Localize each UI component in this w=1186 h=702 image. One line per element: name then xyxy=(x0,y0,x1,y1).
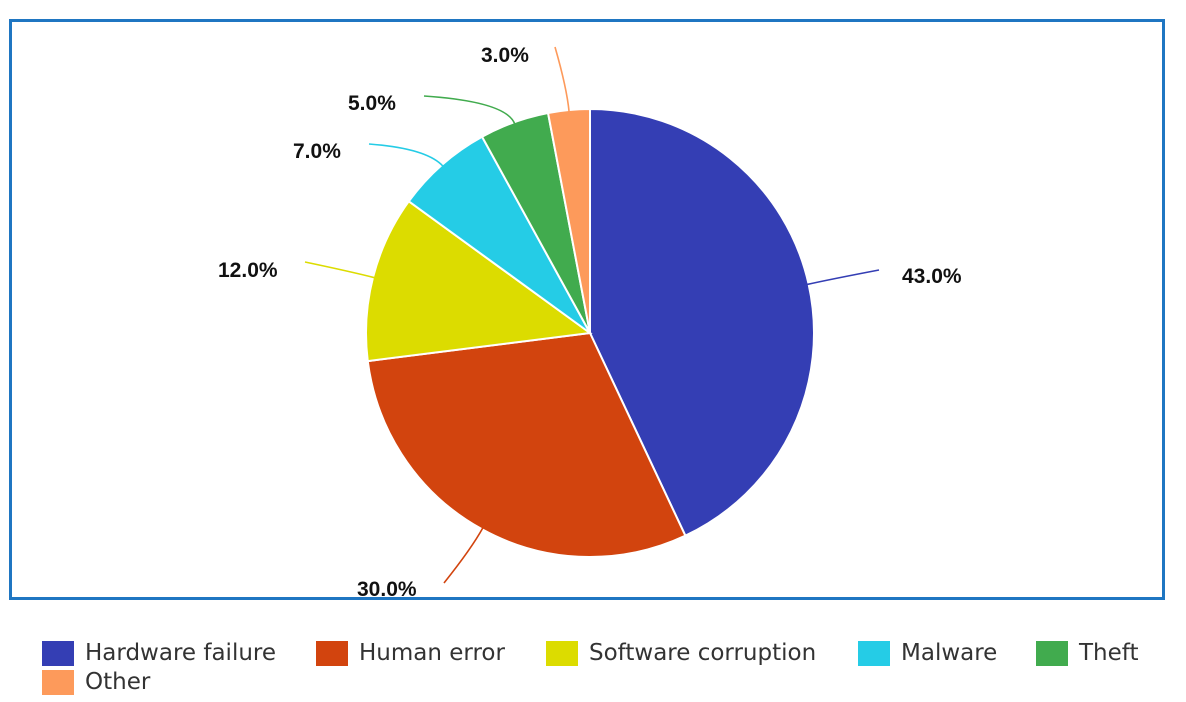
legend-label: Malware xyxy=(901,640,998,666)
value-label-other: 3.0% xyxy=(481,44,529,67)
slice-value-labels: 43.0% 30.0% 12.0% 7.0% 5.0% 3.0% xyxy=(218,44,962,597)
chart-frame: 43.0% 30.0% 12.0% 7.0% 5.0% 3.0% xyxy=(9,19,1165,600)
leader-line-software-corruption xyxy=(304,261,376,279)
leader-line-human-error xyxy=(443,527,484,584)
pie-slices xyxy=(365,107,815,558)
legend-label: Software corruption xyxy=(589,640,817,666)
legend-item-software-corruption[interactable]: Software corruption xyxy=(546,640,816,666)
legend-swatch xyxy=(42,669,74,695)
value-label-hardware-failure: 43.0% xyxy=(902,265,962,288)
legend-item-other[interactable]: Other xyxy=(42,669,150,695)
legend-item-malware[interactable]: Malware xyxy=(858,640,997,666)
legend-swatch xyxy=(316,640,348,666)
value-label-human-error: 30.0% xyxy=(357,578,417,597)
value-label-theft: 5.0% xyxy=(348,92,396,115)
value-label-software-corruption: 12.0% xyxy=(218,259,278,282)
legend-label: Other xyxy=(85,669,151,695)
leader-line-other xyxy=(554,46,570,113)
legend-label: Human error xyxy=(359,640,505,666)
leader-line-hardware-failure xyxy=(806,269,880,286)
legend-swatch xyxy=(42,640,74,666)
legend-swatch xyxy=(1036,640,1068,666)
legend-item-hardware-failure[interactable]: Hardware failure xyxy=(42,640,276,666)
legend-swatch xyxy=(858,640,890,666)
legend-label: Hardware failure xyxy=(85,640,277,666)
legend-item-theft[interactable]: Theft xyxy=(1036,640,1139,666)
label-leader-lines xyxy=(304,46,880,584)
leader-line-malware xyxy=(368,143,444,168)
pie-chart: 43.0% 30.0% 12.0% 7.0% 5.0% 3.0% xyxy=(218,44,962,597)
value-label-malware: 7.0% xyxy=(293,140,341,163)
leader-line-theft xyxy=(423,95,516,125)
legend-swatch xyxy=(546,640,578,666)
legend-item-human-error[interactable]: Human error xyxy=(316,640,505,666)
legend-label: Theft xyxy=(1079,640,1139,666)
